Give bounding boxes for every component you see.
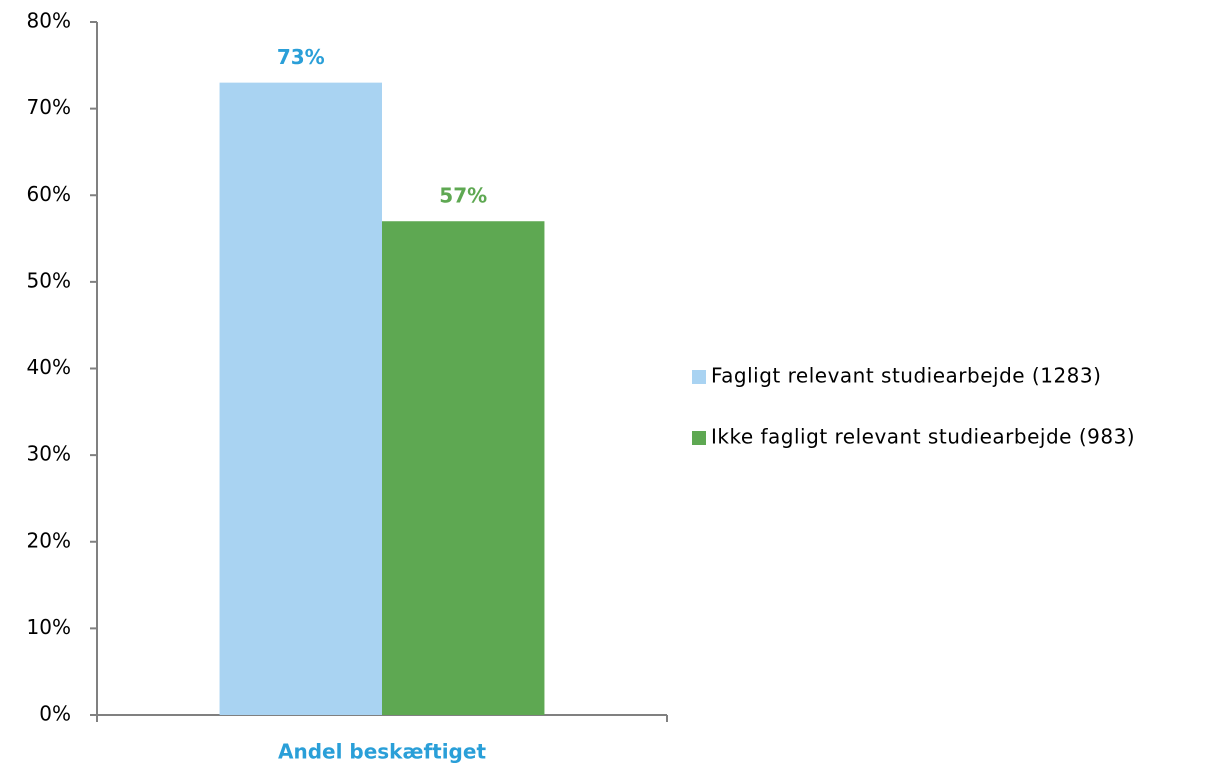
y-tick-label: 20% [27,528,71,552]
y-tick-label: 70% [27,95,71,119]
y-tick-label: 80% [27,9,71,33]
y-tick-label: 10% [27,615,71,639]
y-tick-label: 40% [27,355,71,379]
legend-swatch [692,370,706,384]
value-label: 73% [277,45,325,69]
y-tick-label: 60% [27,182,71,206]
y-tick-label: 50% [27,268,71,292]
y-tick-label: 0% [39,702,71,726]
legend-label: Fagligt relevant studiearbejde (1283) [711,364,1101,388]
x-tick-label: Andel beskæftiget [278,740,486,764]
legend-swatch [692,431,706,445]
y-tick-label: 30% [27,442,71,466]
bar [219,82,382,715]
bar [382,221,545,716]
value-label: 57% [439,184,487,208]
legend-label: Ikke fagligt relevant studiearbejde (983… [711,425,1135,449]
